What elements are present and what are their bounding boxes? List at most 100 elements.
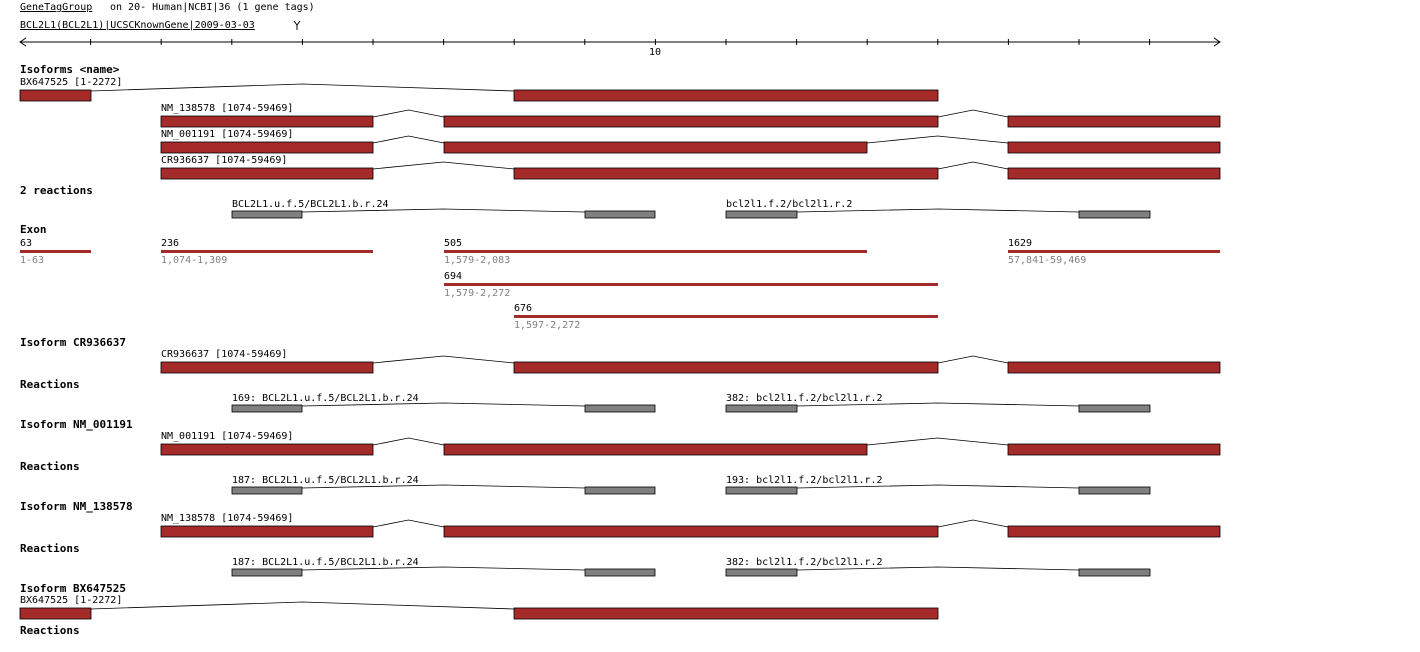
primer-box [1078, 404, 1151, 413]
isoform-label: BX647525 [1-2272] [20, 595, 122, 606]
reaction-span [796, 208, 1080, 213]
intron [372, 519, 445, 528]
isoform-label: CR936637 [1074-59469] [161, 155, 287, 166]
section-heading: Reactions [20, 378, 80, 391]
isoform-label: NM_001191 [1074-59469] [161, 431, 293, 442]
exon-length: 676 [514, 303, 532, 314]
exon-bar [1008, 250, 1220, 253]
exon-box [19, 607, 92, 620]
section-heading: Isoform BX647525 [20, 582, 126, 595]
exon-box [160, 525, 374, 538]
exon-box [443, 525, 939, 538]
reaction-label: 193: bcl2l1.f.2/bcl2l1.r.2 [726, 475, 883, 486]
exon-bar [20, 250, 91, 253]
isoform-label: BX647525 [1-2272] [20, 77, 122, 88]
exon-box [19, 89, 92, 102]
exon-box [513, 89, 939, 102]
reaction-label: BCL2L1.u.f.5/BCL2L1.b.r.24 [232, 199, 389, 210]
isoform-label: CR936637 [1074-59469] [161, 349, 287, 360]
section-heading: Isoform CR936637 [20, 336, 126, 349]
exon-range: 57,841-59,469 [1008, 255, 1086, 266]
reaction-label: bcl2l1.f.2/bcl2l1.r.2 [726, 199, 852, 210]
primer-box [231, 568, 303, 577]
reaction-span [301, 402, 586, 407]
reaction-span [301, 566, 586, 571]
exon-box [443, 443, 868, 456]
section-heading: Reactions [20, 624, 80, 637]
exon-box [1007, 167, 1221, 180]
exon-box [160, 361, 374, 374]
isoform-label: NM_001191 [1074-59469] [161, 129, 293, 140]
section-heading: Exon [20, 223, 47, 236]
exon-length: 505 [444, 238, 462, 249]
primer-box [725, 210, 798, 219]
intron [937, 109, 1009, 118]
exon-box [1007, 443, 1221, 456]
primer-box [584, 210, 656, 219]
section-heading: Isoform NM_001191 [20, 418, 133, 431]
reaction-label: 169: BCL2L1.u.f.5/BCL2L1.b.r.24 [232, 393, 419, 404]
section-heading: Reactions [20, 542, 80, 555]
primer-box [584, 568, 656, 577]
intron [372, 437, 445, 446]
exon-box [513, 607, 939, 620]
exon-box [513, 361, 939, 374]
section-heading: Isoform NM_138578 [20, 500, 133, 513]
ruler-arrows [19, 37, 1221, 47]
intron [372, 109, 445, 118]
marker-icon [293, 20, 301, 30]
primer-box [231, 486, 303, 495]
section-heading: Isoforms <name> [20, 63, 120, 76]
reaction-label: 187: BCL2L1.u.f.5/BCL2L1.b.r.24 [232, 557, 419, 568]
primer-box [725, 568, 798, 577]
primer-box [584, 486, 656, 495]
primer-box [584, 404, 656, 413]
gene-label[interactable]: BCL2L1(BCL2L1)|UCSCKnownGene|2009-03-03 [20, 20, 255, 31]
reaction-span [796, 484, 1080, 489]
exon-box [1007, 115, 1221, 128]
reaction-span [301, 484, 586, 489]
exon-box [160, 443, 374, 456]
exon-box [160, 115, 374, 128]
exon-box [443, 141, 868, 154]
reaction-label: 382: bcl2l1.f.2/bcl2l1.r.2 [726, 393, 883, 404]
reaction-span [796, 402, 1080, 407]
reaction-label: 187: BCL2L1.u.f.5/BCL2L1.b.r.24 [232, 475, 419, 486]
exon-box [443, 115, 939, 128]
exon-box [513, 167, 939, 180]
exon-box [160, 141, 374, 154]
exon-bar [444, 283, 938, 286]
exon-box [1007, 361, 1221, 374]
reaction-span [796, 566, 1080, 571]
intron [90, 601, 515, 610]
intron [937, 519, 1009, 528]
intron [372, 135, 445, 144]
intron [937, 161, 1009, 170]
isoform-label: NM_138578 [1074-59469] [161, 513, 293, 524]
exon-box [160, 167, 374, 180]
intron [90, 83, 515, 92]
exon-bar [514, 315, 938, 318]
intron [372, 355, 515, 364]
section-heading: 2 reactions [20, 184, 93, 197]
exon-bar [161, 250, 373, 253]
ruler-label: 10 [649, 47, 661, 58]
exon-length: 63 [20, 238, 32, 249]
exon-range: 1,074-1,309 [161, 255, 227, 266]
exon-length: 694 [444, 271, 462, 282]
exon-range: 1,579-2,272 [444, 288, 510, 299]
exon-box [1007, 141, 1221, 154]
primer-box [1078, 210, 1151, 219]
exon-range: 1,579-2,083 [444, 255, 510, 266]
exon-bar [444, 250, 867, 253]
primer-box [1078, 486, 1151, 495]
group-link[interactable]: GeneTagGroup [20, 2, 92, 13]
intron [866, 437, 1009, 446]
exon-length: 236 [161, 238, 179, 249]
page-title: on 20- Human|NCBI|36 (1 gene tags) [110, 2, 315, 13]
reaction-label: 382: bcl2l1.f.2/bcl2l1.r.2 [726, 557, 883, 568]
exon-box [1007, 525, 1221, 538]
exon-range: 1,597-2,272 [514, 320, 580, 331]
